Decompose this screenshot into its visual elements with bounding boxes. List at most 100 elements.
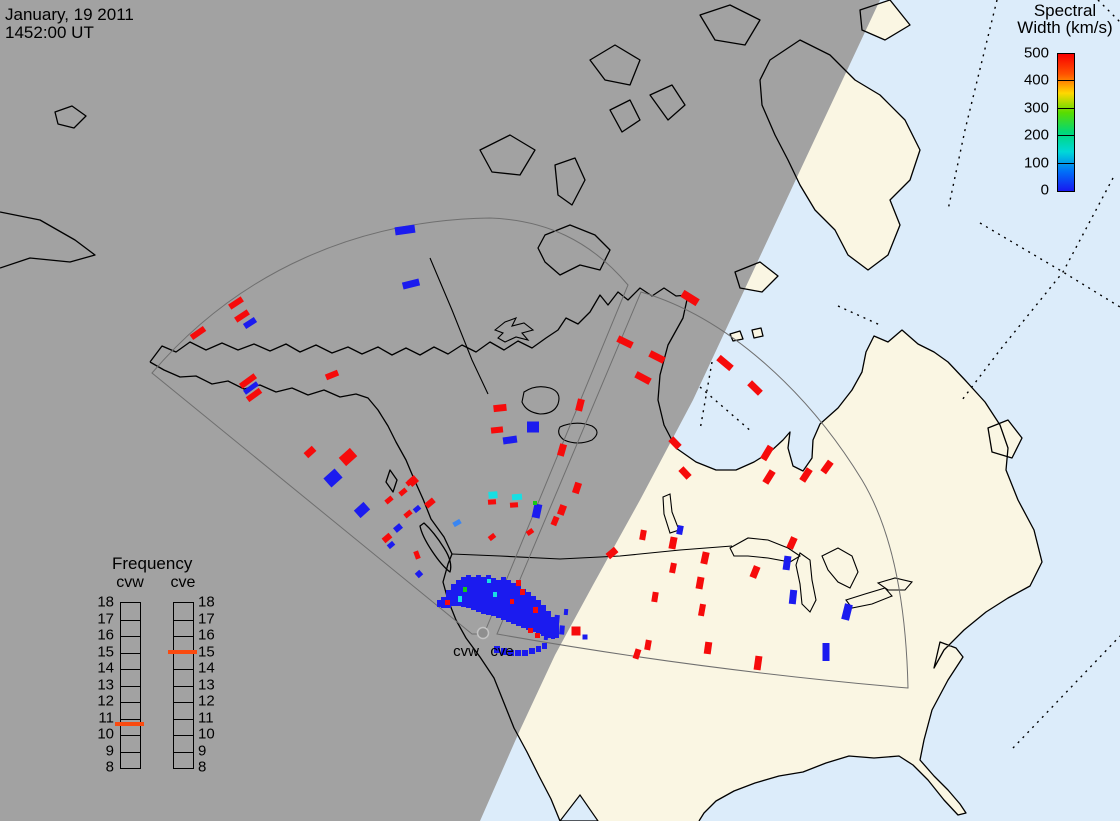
cluster-speck <box>487 579 491 583</box>
cluster-bar <box>446 590 451 608</box>
colorbar-title-line2: Width (km/s) <box>1017 18 1113 37</box>
cluster-speck <box>535 633 540 638</box>
freq-ladder-rung <box>174 718 193 720</box>
data-dash <box>394 224 416 236</box>
data-dash <box>634 371 652 385</box>
data-dash <box>668 436 682 450</box>
cluster-bar <box>522 650 528 656</box>
cluster-bar <box>466 575 471 608</box>
freq-scale-number: 13 <box>198 676 215 693</box>
cluster-bar <box>529 648 535 654</box>
cluster-bar <box>536 600 541 634</box>
data-dash <box>563 608 569 616</box>
data-dash <box>243 381 259 395</box>
time-label: 1452:00 UT <box>5 23 94 42</box>
cluster-speck <box>463 587 467 592</box>
data-dash <box>639 529 647 541</box>
data-dash <box>820 459 834 475</box>
data-dash <box>788 589 798 605</box>
cluster-bar <box>476 575 481 612</box>
freq-scale-number: 8 <box>105 758 114 776</box>
cluster-bar <box>541 605 546 636</box>
freq-scale-number: 12 <box>198 692 215 710</box>
data-dash <box>841 603 853 621</box>
freq-scale-number: 17 <box>198 610 215 627</box>
data-dash <box>509 502 519 508</box>
freq-ladder-rung <box>174 636 193 637</box>
data-dash <box>678 466 692 480</box>
freq-ladder-rung <box>121 685 140 687</box>
cluster-bar <box>451 584 456 606</box>
data-dash <box>189 325 207 341</box>
freq-scale-number: 9 <box>105 742 114 759</box>
data-dash <box>412 504 422 514</box>
freq-ladder-rung <box>174 735 193 736</box>
cluster-speck <box>458 596 462 602</box>
freq-scale-number: 17 <box>97 610 114 627</box>
colorbar-tick-label: 200 <box>1023 126 1049 144</box>
data-dash <box>648 350 666 364</box>
freq-ladder-rung <box>121 619 140 621</box>
cluster-bar <box>508 650 514 656</box>
freq-scale-number: 14 <box>97 659 114 677</box>
cluster-bar <box>471 577 476 610</box>
freq-column-label-cve: cve <box>170 574 196 591</box>
data-dash <box>822 643 830 661</box>
cluster-bar <box>494 646 500 653</box>
data-dash <box>401 278 421 290</box>
data-dash <box>575 398 585 412</box>
data-dash <box>511 493 523 501</box>
cluster-bar <box>551 617 555 639</box>
cluster-bar <box>496 580 501 618</box>
data-dash <box>414 569 424 579</box>
cluster-bar <box>542 643 547 649</box>
freq-ladder-cve <box>173 602 194 769</box>
data-dash <box>559 625 565 635</box>
cluster-bar <box>531 596 536 632</box>
coastlines <box>0 0 1043 821</box>
freq-ladder-rung <box>174 619 193 621</box>
freq-column-label-cvw: cvw <box>116 574 144 591</box>
data-dash <box>533 501 537 505</box>
cluster-bar <box>501 648 507 655</box>
freq-scale-number: 10 <box>198 725 215 743</box>
cluster-speck <box>493 592 497 597</box>
freq-marker-cve <box>168 649 197 654</box>
freq-ladder-rung <box>121 751 140 753</box>
data-dash <box>490 426 504 434</box>
freq-scale-number: 11 <box>98 709 114 726</box>
freq-ladder-rung <box>121 652 140 654</box>
data-dash <box>424 497 436 509</box>
data-dash <box>493 403 507 413</box>
data-dash <box>413 550 421 560</box>
data-dash <box>398 487 408 497</box>
data-dash <box>403 509 413 519</box>
freq-ladder-rung <box>121 669 140 670</box>
cluster-speck <box>516 580 521 586</box>
cluster-bar <box>516 586 521 626</box>
freq-scale-number: 15 <box>97 643 114 660</box>
data-dash <box>786 536 798 550</box>
cluster-bar <box>481 577 486 614</box>
data-dash <box>405 477 415 487</box>
freq-ladder-rung <box>174 751 193 753</box>
radar-fan-east <box>496 291 909 689</box>
data-dash <box>242 316 258 330</box>
data-dash <box>323 468 343 488</box>
cluster-bar <box>536 646 541 652</box>
data-dash <box>644 639 652 651</box>
cluster-bar <box>501 577 506 620</box>
cluster-bar <box>546 611 551 638</box>
data-dash <box>245 387 263 403</box>
cluster-bar <box>441 597 446 608</box>
cluster-speck <box>520 589 525 595</box>
colorbar-tick-label: 400 <box>1023 71 1049 89</box>
freq-marker-cvw <box>115 722 144 727</box>
colorbar-tick <box>1058 135 1074 137</box>
data-dash <box>676 525 684 535</box>
data-dash <box>680 289 700 307</box>
graticule <box>699 0 1120 749</box>
data-dash <box>700 551 710 565</box>
